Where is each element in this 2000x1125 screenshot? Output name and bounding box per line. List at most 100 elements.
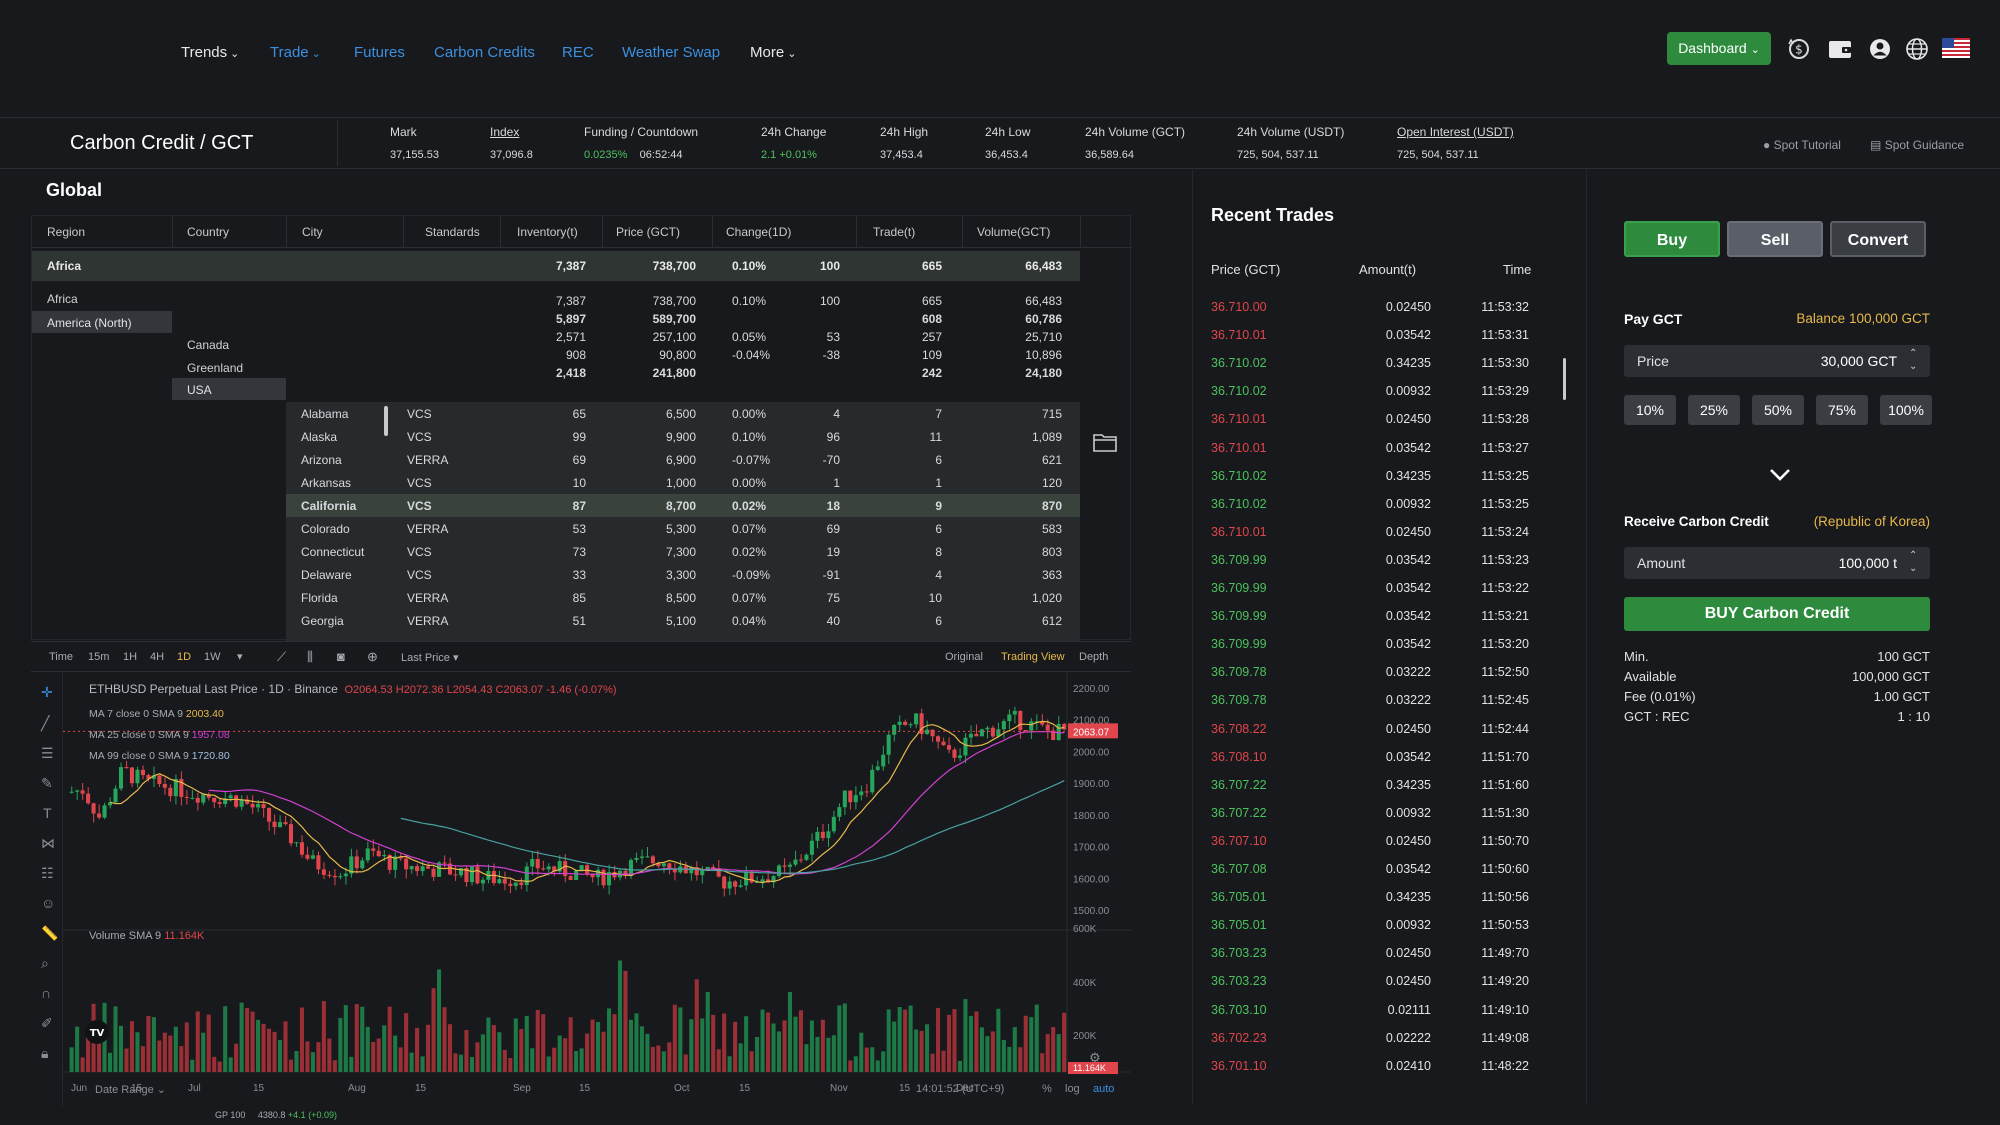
prediction-icon[interactable]: ☷ [41, 865, 54, 881]
camera-icon[interactable]: ◙ [337, 649, 345, 664]
magnet-icon[interactable]: ∩ [41, 985, 52, 1001]
interval-1w[interactable]: 1W [204, 651, 221, 663]
table-row[interactable]: Alaska VCS 99 9,900 0.10% 96 11 1,089 [301, 430, 1062, 444]
currency-exchange-icon[interactable]: $ [1786, 36, 1812, 62]
trendline-icon[interactable]: ╱ [41, 715, 50, 731]
last-price-select[interactable]: Last Price ▾ [401, 652, 459, 664]
stepper-icon[interactable]: ⌃ ⌄ [1909, 550, 1918, 574]
chevron-down-icon[interactable] [1768, 466, 1792, 484]
col-standards[interactable]: Standards [425, 225, 480, 239]
table-row[interactable]: Africa 7,387 738,700 0.10% 100 665 66,48… [32, 251, 1080, 281]
interval-time[interactable]: Time [49, 651, 74, 663]
col-inventory[interactable]: Inventory(t) [517, 225, 578, 239]
pct-25-button[interactable]: 25% [1688, 395, 1740, 425]
scale-percent[interactable]: % [1042, 1083, 1052, 1095]
col-price[interactable]: Price (GCT) [616, 225, 680, 239]
nav-carbon-credits[interactable]: Carbon Credits [434, 44, 535, 61]
col-change[interactable]: Change(1D) [726, 225, 792, 239]
scale-auto[interactable]: auto [1093, 1083, 1115, 1095]
table-row[interactable]: Alabama VCS 65 6,500 0.00% 4 7 715 [301, 407, 1062, 421]
table-row[interactable]: 2,418 241,800 242 24,180 [555, 366, 1062, 380]
table-row[interactable]: Connecticut VCS 73 7,300 0.02% 19 8 803 [301, 545, 1062, 559]
volume-bar [107, 1052, 113, 1072]
interval-4h[interactable]: 4H [150, 651, 165, 663]
col-trade[interactable]: Trade(t) [873, 225, 916, 239]
pattern-icon[interactable]: ⋈ [41, 835, 55, 851]
spot-guidance-link[interactable]: ▤ Spot Guidance [1870, 138, 1965, 152]
folder-icon[interactable] [1092, 431, 1118, 453]
indicators-icon[interactable]: ⫼ [307, 649, 313, 664]
line-chart-icon[interactable]: ⟋ [277, 649, 287, 664]
table-row[interactable]: Florida VERRA 85 8,500 0.07% 75 10 1,020 [301, 591, 1062, 605]
zoom-icon[interactable]: ⌕ [41, 955, 49, 971]
emoji-icon[interactable]: ☺ [41, 895, 56, 911]
chevron-down-icon[interactable]: ▾ [237, 651, 243, 663]
country-item-greenland[interactable]: Greenland [187, 361, 244, 375]
table-row[interactable]: Arizona VERRA 69 6,900 -0.07% -70 6 621 [301, 453, 1062, 467]
settings-gear-icon[interactable]: ⚙ [1089, 1050, 1101, 1065]
spot-tutorial-link[interactable]: ● Spot Tutorial [1763, 138, 1841, 152]
us-flag-icon[interactable] [1942, 38, 1970, 58]
view-depth[interactable]: Depth [1079, 651, 1109, 663]
interval-1d[interactable]: 1D [177, 651, 192, 663]
buy-tab[interactable]: Buy [1624, 221, 1720, 257]
stat-open-interest[interactable]: Open Interest (USDT) 725, 504, 537.11 [1397, 125, 1514, 161]
nav-trade[interactable]: Trade ⌄ [270, 44, 321, 61]
convert-tab[interactable]: Convert [1830, 221, 1926, 257]
table-row[interactable]: 2,571 257,100 0.05% 53 257 25,710 [555, 330, 1062, 344]
pct-50-button[interactable]: 50% [1752, 395, 1804, 425]
view-original[interactable]: Original [945, 651, 983, 663]
lock-drawing-icon[interactable]: ✐ [41, 1015, 53, 1031]
pct-10-button[interactable]: 10% [1624, 395, 1676, 425]
lock-icon[interactable]: 🔒︎ [41, 1045, 49, 1061]
country-item-canada[interactable]: Canada [187, 338, 230, 352]
col-country[interactable]: Country [187, 225, 230, 239]
pct-75-button[interactable]: 75% [1816, 395, 1868, 425]
horizontal-lines-icon[interactable]: ☰ [41, 745, 54, 761]
sell-tab[interactable]: Sell [1727, 221, 1823, 257]
price-input[interactable]: Price 30,000 GCT ⌃ ⌄ [1624, 345, 1930, 377]
globe-language-icon[interactable] [1904, 36, 1930, 62]
table-row[interactable]: Arkansas VCS 10 1,000 0.00% 1 1 120 [301, 476, 1062, 490]
table-row[interactable]: 5,897 589,700 608 60,786 [555, 312, 1062, 326]
region-item-america-north[interactable]: America (North) [32, 311, 172, 333]
scale-log[interactable]: log [1065, 1083, 1080, 1095]
nav-rec[interactable]: REC [562, 44, 594, 61]
buy-carbon-credit-button[interactable]: BUY Carbon Credit [1624, 597, 1930, 631]
dashboard-button[interactable]: Dashboard ⌄ [1667, 32, 1771, 65]
stat-index[interactable]: Index 37,096.8 [490, 125, 533, 161]
crosshair-icon[interactable]: ✛ [41, 684, 53, 700]
table-row[interactable]: 7,387 738,700 0.10% 100 665 66,483 [555, 294, 1062, 308]
nav-futures[interactable]: Futures [354, 44, 405, 61]
add-icon[interactable]: ⊕ [367, 649, 378, 664]
table-row[interactable]: 908 90,800 -0.04% -38 109 10,896 [565, 348, 1062, 362]
view-trading-view[interactable]: Trading View [1001, 651, 1065, 663]
table-row[interactable]: Delaware VCS 33 3,300 -0.09% -91 4 363 [301, 568, 1062, 582]
nav-trends[interactable]: Trends ⌄ [181, 44, 240, 61]
candlestick-chart[interactable]: 2200.00 2100.00 2000.00 1900.00 1800.00 1700.… [63, 672, 1131, 1106]
interval-1h[interactable]: 1H [123, 651, 138, 663]
table-row[interactable]: California VCS 87 8,700 0.02% 18 9 870 [286, 494, 1080, 517]
amount-input[interactable]: Amount 100,000 t ⌃ ⌄ [1624, 547, 1930, 579]
pct-100-button[interactable]: 100% [1880, 395, 1932, 425]
ruler-icon[interactable]: 📏 [41, 925, 59, 941]
interval-15m[interactable]: 15m [88, 651, 110, 663]
region-item-africa[interactable]: Africa [47, 292, 78, 306]
nav-weather-swap[interactable]: Weather Swap [622, 44, 721, 61]
table-row[interactable]: Georgia VERRA 51 5,100 0.04% 40 6 612 [301, 614, 1062, 628]
col-city[interactable]: City [302, 225, 323, 239]
state-scrollbar[interactable] [384, 406, 388, 436]
country-item-usa[interactable]: USA [172, 378, 286, 400]
volume-bar [919, 1030, 924, 1072]
trades-scrollbar[interactable] [1563, 358, 1566, 400]
user-account-icon[interactable] [1867, 36, 1893, 62]
nav-more[interactable]: More ⌄ [750, 44, 797, 61]
wallet-icon[interactable] [1827, 36, 1853, 62]
text-tool-icon[interactable]: T [43, 805, 52, 821]
col-volume[interactable]: Volume(GCT) [977, 225, 1051, 239]
col-region[interactable]: Region [47, 225, 86, 239]
brush-icon[interactable]: ✎ [41, 775, 53, 791]
stepper-icon[interactable]: ⌃ ⌄ [1909, 348, 1918, 372]
table-row[interactable]: Colorado VERRA 53 5,300 0.07% 69 6 583 [301, 522, 1062, 536]
date-range-select[interactable]: Date Range ⌄ [95, 1084, 166, 1096]
